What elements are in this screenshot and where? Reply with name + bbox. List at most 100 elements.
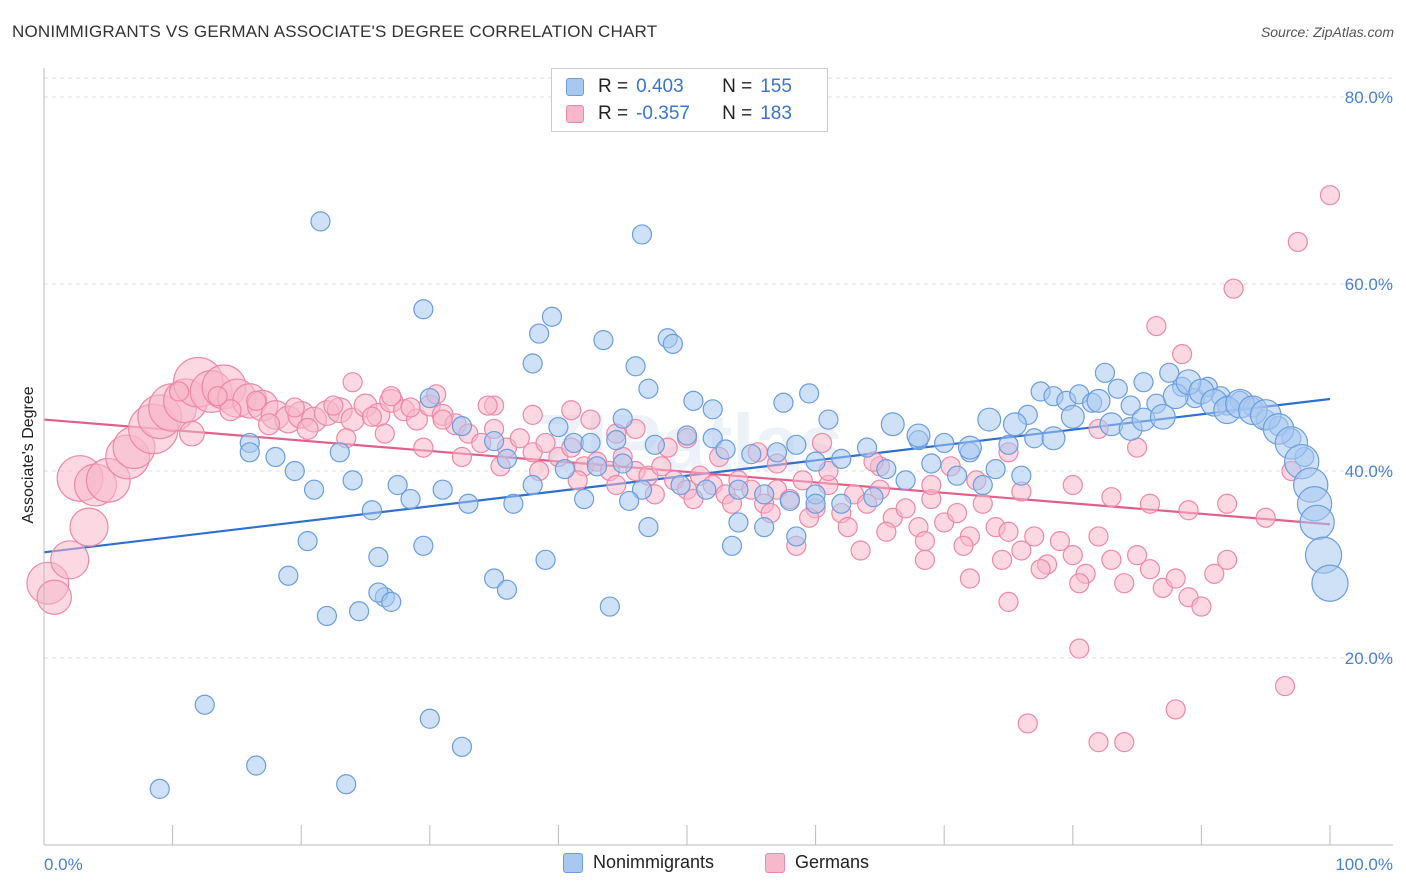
correlation-legend: R = 0.403 N = 155 R = -0.357 N = 183 <box>551 68 828 132</box>
nonimmigrants-point <box>336 774 357 795</box>
nonimmigrants-point <box>876 459 897 480</box>
nonimmigrants-point <box>1024 428 1045 449</box>
germans-point <box>257 413 281 436</box>
germans-point <box>400 397 421 418</box>
nonimmigrants-point <box>831 493 852 514</box>
nonimmigrants-point <box>631 224 653 245</box>
germans-point <box>972 493 993 514</box>
nonimmigrants-point <box>284 460 305 482</box>
germans-point <box>998 521 1019 542</box>
germans-point <box>1139 559 1161 580</box>
nonimmigrants-point <box>303 479 325 500</box>
nonimmigrants-point <box>799 383 820 404</box>
nonimmigrants-point <box>676 425 698 446</box>
germans-point <box>895 498 916 519</box>
nonimmigrants-point <box>400 488 421 510</box>
germans-point <box>509 428 530 449</box>
germans-point <box>284 397 305 418</box>
source-label: Source: ZipAtlas.com <box>1260 24 1394 40</box>
nonimmigrants-point <box>278 565 299 586</box>
nonimmigrants-point <box>741 444 762 465</box>
nonimmigrants-point <box>149 778 170 800</box>
germans-point <box>1017 713 1038 734</box>
nonimmigrants-point <box>702 428 723 449</box>
germans-point <box>1172 344 1193 365</box>
nonimmigrants-point <box>580 432 601 454</box>
nonimmigrants-point <box>957 435 982 460</box>
nonimmigrants-point <box>535 549 556 570</box>
nonimmigrants-point <box>586 456 608 477</box>
nonimmigrants-point <box>612 408 633 429</box>
nonimmigrants-point <box>906 423 931 448</box>
nonimmigrants-point <box>696 479 717 500</box>
germans-point <box>921 474 942 496</box>
nonimmigrants-point <box>638 378 659 399</box>
germans-point <box>361 406 383 427</box>
nonimmigrants-point <box>1299 504 1335 541</box>
germans-point <box>1049 531 1071 552</box>
nonimmigrants-point <box>612 453 633 474</box>
nonimmigrants-point <box>625 356 646 377</box>
nonimmigrants-point <box>631 479 653 500</box>
nonimmigrants-point <box>818 409 839 430</box>
germans-point <box>1114 732 1135 753</box>
nonimmigrants-point <box>1107 378 1128 399</box>
germans-point <box>959 568 981 589</box>
germans-point <box>296 417 319 440</box>
germans-point <box>567 470 588 491</box>
nonimmigrants-point <box>728 512 749 533</box>
nonimmigrants-point <box>856 437 878 458</box>
germans-point <box>811 432 833 454</box>
germans-point <box>876 521 897 542</box>
nonimmigrants-point <box>683 390 704 411</box>
germans-point <box>1287 231 1308 253</box>
nonimmigrants-point <box>1011 465 1032 486</box>
legend-r-value: -0.357 <box>636 103 690 124</box>
legend-n-value: 155 <box>760 76 792 97</box>
nonimmigrants-point <box>541 306 563 327</box>
bottom-swatch-pink <box>765 852 785 873</box>
nonimmigrants-point <box>786 434 807 455</box>
germans-point <box>1069 638 1090 659</box>
y-tick-label: 20.0% <box>1345 649 1393 668</box>
bottom-swatch-blue <box>563 852 583 873</box>
germans-point <box>323 395 344 416</box>
bottom-legend-nonimmigrants: Nonimmigrants <box>563 852 714 873</box>
bottom-legend-label: Germans <box>795 852 870 872</box>
germans-point <box>1178 500 1199 521</box>
nonimmigrants-point <box>779 490 800 512</box>
nonimmigrants-point <box>972 474 993 496</box>
nonimmigrants-point <box>1094 362 1116 383</box>
nonimmigrants-point <box>1002 412 1027 437</box>
nonimmigrants-point <box>754 484 775 505</box>
germans-point <box>207 386 228 407</box>
nonimmigrants-point <box>381 591 402 613</box>
nonimmigrants-point <box>451 416 473 437</box>
germans-point <box>1204 563 1225 584</box>
germans-point <box>522 404 543 425</box>
nonimmigrants-point <box>1086 388 1111 413</box>
germans-point <box>792 470 813 491</box>
legend-n-value: 183 <box>760 103 792 124</box>
grid-lines <box>44 77 1393 659</box>
germans-point <box>953 535 974 556</box>
nonimmigrants-point <box>361 500 383 521</box>
legend-swatch-pink <box>566 105 584 123</box>
nonimmigrants-point <box>458 493 479 514</box>
germans-point <box>535 432 556 454</box>
nonimmigrants-point <box>522 353 543 374</box>
nonimmigrants-point <box>316 605 338 627</box>
germans-point <box>36 579 72 615</box>
germans-point <box>1165 568 1186 589</box>
germans-point <box>850 540 871 561</box>
germans-point <box>991 549 1013 570</box>
legend-n-label: N = <box>722 76 753 97</box>
y-tick-label: 40.0% <box>1345 462 1393 481</box>
nonimmigrants-point <box>946 465 968 486</box>
nonimmigrants-point <box>529 323 550 344</box>
nonimmigrants-point <box>895 470 916 491</box>
nonimmigrants-point <box>921 453 942 474</box>
nonimmigrants-point <box>1159 362 1180 383</box>
germans-point <box>451 446 473 468</box>
germans-point <box>1191 596 1212 617</box>
